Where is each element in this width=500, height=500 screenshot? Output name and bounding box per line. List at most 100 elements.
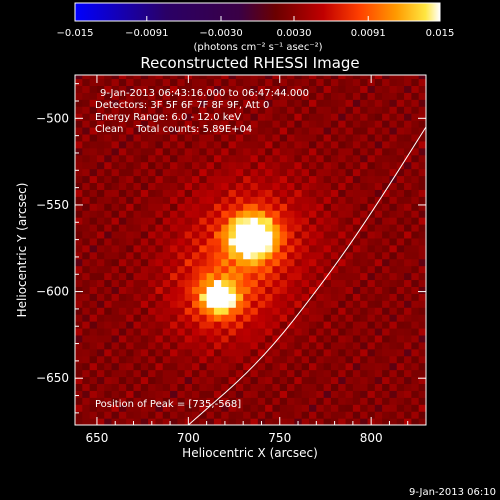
heatmap-cell bbox=[177, 418, 186, 425]
heatmap-cell bbox=[177, 244, 186, 253]
heatmap-cell bbox=[177, 327, 186, 336]
heatmap-cell bbox=[184, 217, 193, 225]
heatmap-cell bbox=[170, 286, 178, 294]
heatmap-cell bbox=[338, 293, 347, 301]
heatmap-cell bbox=[118, 224, 127, 232]
heatmap-cell bbox=[148, 175, 157, 184]
heatmap-cell bbox=[316, 78, 325, 86]
heatmap-cell bbox=[309, 217, 317, 225]
heatmap-cell bbox=[140, 126, 149, 135]
heatmap-cell bbox=[126, 161, 135, 170]
heatmap-cell bbox=[155, 113, 164, 121]
heatmap-cell bbox=[330, 286, 339, 294]
heatmap-cell bbox=[184, 92, 193, 100]
y-tick-label: −600 bbox=[36, 285, 69, 299]
heatmap-cell bbox=[309, 404, 317, 412]
heatmap-cell bbox=[162, 411, 171, 419]
heatmap-cell bbox=[330, 376, 339, 385]
heatmap-cell bbox=[250, 279, 259, 287]
heatmap-cell bbox=[228, 355, 237, 364]
heatmap-cell bbox=[162, 321, 171, 329]
heatmap-cell bbox=[250, 120, 259, 128]
heatmap-cell bbox=[345, 106, 354, 114]
heatmap-cell bbox=[294, 99, 303, 107]
heatmap-cell bbox=[338, 404, 347, 412]
heatmap-cell bbox=[294, 286, 303, 294]
heatmap-cell bbox=[170, 404, 178, 412]
heatmap-cell bbox=[192, 258, 200, 267]
heatmap-cell bbox=[374, 327, 383, 336]
heatmap-cell bbox=[309, 140, 317, 149]
heatmap-cell bbox=[272, 348, 281, 357]
heatmap-cell bbox=[96, 355, 105, 364]
heatmap-cell bbox=[352, 300, 361, 308]
heatmap-cell bbox=[213, 293, 222, 301]
heatmap-cell bbox=[287, 133, 295, 142]
heatmap-cell bbox=[411, 300, 420, 308]
heatmap-cell bbox=[352, 314, 361, 322]
heatmap-cell bbox=[155, 175, 164, 184]
heatmap-cell bbox=[257, 411, 266, 419]
heatmap-cell bbox=[140, 217, 149, 225]
heatmap-cell bbox=[148, 251, 157, 260]
heatmap-cell bbox=[418, 334, 426, 343]
heatmap-cell bbox=[418, 203, 426, 211]
heatmap-cell bbox=[228, 293, 237, 301]
heatmap-cell bbox=[272, 189, 281, 197]
heatmap-cell bbox=[206, 251, 215, 260]
heatmap-cell bbox=[411, 272, 420, 281]
heatmap-cell bbox=[118, 251, 127, 260]
heatmap-cell bbox=[89, 99, 98, 107]
heatmap-cell bbox=[411, 383, 420, 391]
heatmap-cell bbox=[309, 182, 317, 190]
heatmap-cell bbox=[279, 210, 288, 218]
heatmap-cell bbox=[338, 75, 347, 80]
heatmap-cell bbox=[111, 140, 120, 149]
heatmap-cell bbox=[82, 244, 91, 253]
y-tick-label: −500 bbox=[36, 111, 69, 125]
heatmap-cell bbox=[345, 210, 354, 218]
heatmap-cell bbox=[118, 244, 127, 253]
heatmap-cell bbox=[118, 300, 127, 308]
heatmap-cell bbox=[257, 383, 266, 391]
heatmap-cell bbox=[279, 321, 288, 329]
heatmap-cell bbox=[382, 99, 391, 107]
heatmap-cell bbox=[330, 210, 339, 218]
heatmap-cell bbox=[96, 411, 105, 419]
heatmap-cell bbox=[155, 106, 164, 114]
heatmap-cell bbox=[418, 300, 426, 308]
colorbar-tick-label: 0.015 bbox=[426, 28, 455, 39]
heatmap-cell bbox=[345, 272, 354, 281]
plot-area: 650 700 750 800−500−550−600−650 bbox=[36, 74, 427, 445]
heatmap-cell bbox=[404, 383, 412, 391]
heatmap-cell bbox=[126, 230, 135, 239]
heatmap-cell bbox=[162, 161, 171, 170]
heatmap-cell bbox=[148, 300, 157, 308]
heatmap-cell bbox=[170, 397, 178, 405]
heatmap-cell bbox=[126, 182, 135, 190]
heatmap-cell bbox=[199, 75, 208, 80]
heatmap-cell bbox=[75, 244, 83, 253]
heatmap-cell bbox=[279, 376, 288, 385]
heatmap-cell bbox=[140, 348, 149, 357]
heatmap-cell bbox=[411, 196, 420, 204]
heatmap-cell bbox=[118, 99, 127, 107]
heatmap-cell bbox=[82, 293, 91, 301]
heatmap-cell bbox=[352, 224, 361, 232]
heatmap-cell bbox=[374, 383, 383, 391]
heatmap-cell bbox=[272, 404, 281, 412]
heatmap-cell bbox=[213, 376, 222, 385]
heatmap-cell bbox=[338, 327, 347, 336]
heatmap-cell bbox=[243, 230, 252, 239]
heatmap-cell bbox=[352, 258, 361, 267]
info-total-counts: Clean Total counts: 5.89E+04 bbox=[95, 124, 252, 135]
heatmap-cell bbox=[330, 175, 339, 184]
heatmap-cell bbox=[96, 404, 105, 412]
heatmap-cell bbox=[140, 182, 149, 190]
heatmap-cell bbox=[265, 161, 274, 170]
heatmap-cell bbox=[213, 397, 222, 405]
heatmap-cell bbox=[140, 418, 149, 425]
heatmap-cell bbox=[192, 265, 200, 274]
heatmap-cell bbox=[265, 75, 274, 80]
heatmap-cell bbox=[287, 279, 295, 287]
